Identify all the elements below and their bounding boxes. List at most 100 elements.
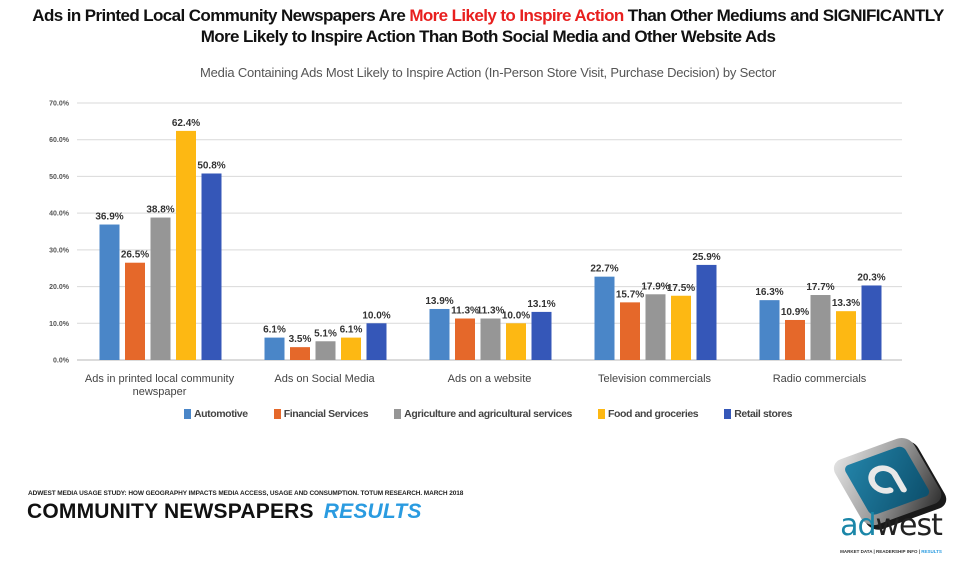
bar <box>531 311 552 360</box>
headline: Ads in Printed Local Community Newspaper… <box>0 5 976 47</box>
bar <box>696 264 717 360</box>
bar <box>99 224 120 360</box>
data-label: 15.7% <box>616 289 644 300</box>
bar <box>150 217 171 360</box>
legend-label: Financial Services <box>283 408 369 420</box>
data-labels: 36.9%26.5%38.8%62.4%50.8%6.1%3.5%5.1% 6.1… <box>95 118 885 345</box>
data-label: 25.9% <box>692 252 720 263</box>
bar <box>861 285 882 360</box>
legend-item: Food and groceries <box>598 408 699 420</box>
headline-line-1: Ads in Printed Local Community Newspaper… <box>0 5 976 26</box>
bar <box>366 323 387 360</box>
legend-swatch <box>724 409 732 419</box>
bar <box>429 308 450 360</box>
y-tick-label: 0.0% <box>53 358 70 365</box>
data-label: 20.3% <box>857 272 885 283</box>
adwest-logo-icon <box>833 437 947 530</box>
bar <box>620 302 640 360</box>
data-label: 36.9% <box>95 212 123 223</box>
bar <box>125 262 145 360</box>
legend-label: Retail stores <box>734 408 793 420</box>
y-tick-label: 30.0% <box>49 247 70 254</box>
category-label: Ads on Social Media <box>274 373 375 385</box>
headline-line-2: More Likely to Inspire Action Than Both … <box>200 27 776 46</box>
data-label: 38.8% <box>146 205 174 216</box>
brand-text: COMMUNITY NEWSPAPERS <box>27 500 314 523</box>
bar <box>836 311 856 360</box>
headline-text: Than Other Mediums and SIGNIFICANTLY <box>623 6 945 25</box>
data-label: 17.9% <box>641 281 669 292</box>
y-tick-label: 70.0% <box>49 101 70 108</box>
bar <box>264 337 285 360</box>
headline-text: Ads in Printed Local Community Newspaper… <box>32 6 410 25</box>
data-label: 13.1% <box>527 299 555 310</box>
legend: Automotive Financial Services Agriculture … <box>0 408 976 420</box>
bar <box>671 295 691 360</box>
data-label: 17.7% <box>806 282 834 293</box>
category-label: Ads in printed local community <box>85 373 235 385</box>
bar <box>315 341 336 360</box>
legend-swatch <box>598 409 605 419</box>
bar <box>506 323 526 360</box>
bar <box>810 295 831 360</box>
category-label: Television commercials <box>598 373 712 385</box>
data-label: 10.9% <box>781 307 809 318</box>
legend-item: Financial Services <box>273 408 369 420</box>
bar <box>341 337 361 360</box>
chart-title: Media Containing Ads Most Likely to Insp… <box>200 65 776 80</box>
bar <box>176 130 196 360</box>
adwest-wordmark: adwest <box>826 508 956 543</box>
data-label: 17.5% <box>667 283 695 294</box>
data-label: 11.3% <box>477 306 505 317</box>
data-label: 62.4% <box>172 118 200 129</box>
tagline-accent: RESULTS <box>921 549 942 554</box>
bar <box>201 173 222 360</box>
brand-banner: COMMUNITY NEWSPAPERS RESULTS <box>27 500 422 524</box>
headline-highlight: More Likely to Inspire Action <box>409 6 624 25</box>
bars <box>99 130 882 360</box>
data-label: 26.5% <box>121 250 149 261</box>
category-label: Radio commercials <box>773 373 867 385</box>
y-tick-label: 40.0% <box>49 211 70 218</box>
bar <box>785 319 805 360</box>
legend-item: Automotive <box>183 408 248 420</box>
data-label: 11.3% <box>451 306 479 317</box>
bar <box>480 318 501 360</box>
y-tick-label: 60.0% <box>49 137 70 144</box>
data-label: 22.7% <box>590 264 618 275</box>
legend-item: Retail stores <box>724 408 792 420</box>
data-label: 13.9% <box>425 296 453 307</box>
data-label: 6.1% <box>340 325 363 336</box>
data-label: 10.0% <box>502 310 530 321</box>
legend-swatch <box>273 409 281 419</box>
y-tick-label: 20.0% <box>49 284 70 291</box>
bar <box>594 276 615 360</box>
data-label: 3.5% <box>289 334 312 345</box>
legend-label: Agriculture and agricultural services <box>404 408 572 420</box>
legend-swatch <box>394 409 402 419</box>
legend-label: Automotive <box>193 408 248 420</box>
brand-accent: RESULTS <box>323 500 422 523</box>
tagline-text: MARKET DATA | READERSHIP INFO | <box>840 549 922 554</box>
source-note: ADWEST MEDIA USAGE STUDY: HOW GEOGRAPHY … <box>28 490 464 497</box>
category-label: Ads on a website <box>448 373 532 385</box>
bar <box>759 300 780 360</box>
legend-label: Food and groceries <box>608 408 699 420</box>
legend-item: Agriculture and agricultural services <box>394 408 572 420</box>
data-label: 6.1% <box>263 325 286 336</box>
wordmark-west: west <box>875 508 943 543</box>
logo-tagline: MARKET DATA | READERSHIP INFO | RESULTS <box>826 549 956 554</box>
bar <box>645 294 666 360</box>
category-label: newspaper <box>133 386 187 398</box>
data-label: 10.0% <box>362 310 390 321</box>
bar <box>290 347 310 360</box>
legend-swatch <box>183 409 191 419</box>
wordmark-ad: ad <box>840 508 876 543</box>
data-label: 13.3% <box>832 298 860 309</box>
data-label: 50.8% <box>197 160 225 171</box>
y-tick-label: 50.0% <box>49 174 70 181</box>
y-tick-label: 10.0% <box>49 321 70 328</box>
bar-chart: 0.0%10.0%20.0%30.0%40.0%50.0%60.0%70.0% … <box>49 101 902 398</box>
data-label: 16.3% <box>755 287 783 298</box>
